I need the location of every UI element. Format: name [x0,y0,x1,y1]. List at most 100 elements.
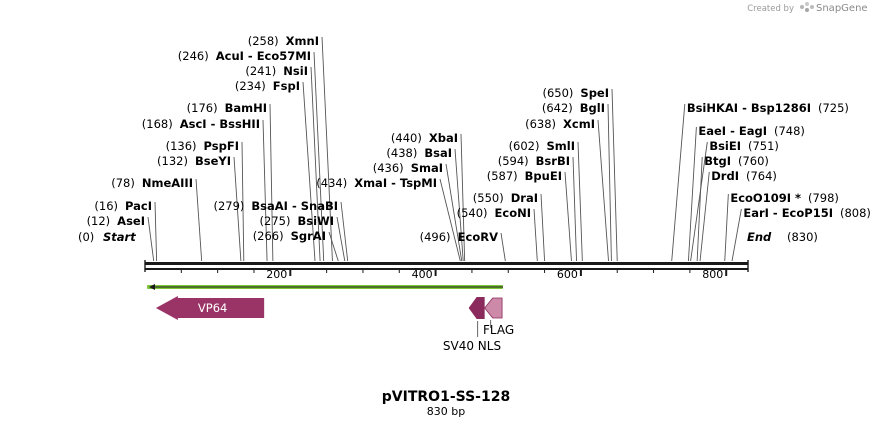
site-ecoo109i[interactable]: EcoO109I * (798) [724,191,839,262]
site-sgrai[interactable]: SgrAI (266) [253,229,339,262]
site-connector [460,133,466,262]
site-xbai[interactable]: XbaI (440) [391,131,466,262]
site-position: (638) [525,117,556,131]
restriction-sites: AseI(12)PacI(16)NmeAIII(78) BseYI (132)Psp… [87,34,871,262]
site-connector [611,88,618,262]
site-position: (587) [487,169,518,183]
site-fspi[interactable]: FspI (234) [235,79,316,262]
site-position: (440) [391,131,422,145]
site-ecorv[interactable]: EcoRV (496) [420,230,506,262]
site-drai[interactable]: DraI (550) [473,191,546,262]
site-position: (241) [245,64,276,78]
site-bgli[interactable]: BglI (642) [542,101,612,262]
site-bpuei[interactable]: BpuEI (587) [487,169,572,262]
site-position: (594) [498,154,529,168]
site-connector [687,126,697,262]
site-spei[interactable]: SpeI (650) [542,86,618,262]
snapgene-logo-icon [800,2,814,12]
site-bsiei[interactable]: BsiEI (751) [690,139,779,262]
site-pspfi[interactable]: PspFI (136) [166,139,245,262]
site-position: (136) [166,139,197,153]
site-position: (234) [235,79,266,93]
site-bsihkai[interactable]: BsiHKAI - Bsp1286I (725) [671,101,849,262]
site-connector [233,156,242,262]
site-name: XmaI - TspMI [354,176,437,190]
ruler-tick-400: 400 [412,268,437,281]
site-connector [572,156,577,262]
site-position: (650) [542,86,573,100]
site-xmni[interactable]: XmnI (258) [248,34,333,262]
site-connector [147,216,155,262]
site-connector [699,171,710,262]
site-connector [262,119,268,262]
orf-arrow[interactable] [147,284,503,290]
site-position: (438) [386,146,417,160]
site-position: (16) [94,199,118,213]
site-eari[interactable]: EarI - EcoP15I (808) [731,206,871,262]
site-position: (258) [248,34,279,48]
site-acui[interactable]: AcuI - Eco57MI (246) [178,49,325,262]
ruler: 200 400 600 800 [180,268,728,281]
site-position: (132) [157,154,188,168]
site-bseyi[interactable]: BseYI (132) [157,154,242,262]
site-eaei[interactable]: EaeI - EagI (748) [687,124,805,262]
site-position: (760) [738,154,769,168]
vp64-label: VP64 [198,301,227,315]
site-position: (78) [111,176,135,190]
site-name: EcoRV [458,230,498,244]
site-position: (275) [260,214,291,228]
site-xmai[interactable]: XmaI - TspMI (434) [316,176,461,262]
map-length: 830 bp [427,405,465,418]
site-bsai[interactable]: BsaI (438) [386,146,464,262]
site-xcmi[interactable]: XcmI (638) [525,117,609,262]
site-connector [731,208,742,262]
flag-feature[interactable]: FLAG [483,297,514,337]
site-nmeaiii[interactable]: NmeAIII (78) [111,176,203,262]
site-connector [445,163,463,262]
site-connector [154,201,158,262]
site-name: BsrBI [536,154,570,168]
site-bsaai[interactable]: BsaAI - SnaBI (279) [213,199,349,262]
site-name: SmlI [547,139,576,153]
site-name: BpuEI [525,169,562,183]
site-asci[interactable]: AscI - BssHII (168) [142,117,268,262]
site-name: BsiWI [297,214,334,228]
site-connector [533,208,538,262]
site-name: EcoO109I * [730,191,801,205]
site-bsiwi[interactable]: BsiWI (275) [260,214,346,262]
site-bsrbi[interactable]: BsrBI (594) [498,154,577,262]
flag-label: FLAG [483,323,514,337]
site-position: (642) [542,101,573,115]
site-econi[interactable]: EcoNI (540) [457,206,538,262]
site-name: BglI [580,101,605,115]
site-asei[interactable]: AseI (12) [87,214,155,262]
site-name: BseYI [195,154,231,168]
vp64-feature[interactable]: VP64 [155,296,265,320]
site-name: SmaI [411,161,443,175]
site-smli[interactable]: SmlI (602) [509,139,583,262]
end-label[interactable]: End (830) [747,230,818,244]
site-position: (279) [213,199,244,213]
site-connector [671,103,686,262]
end-position: (830) [787,230,818,244]
site-name: BamHI [225,101,267,115]
snapgene-credit: Created by SnapGene [747,2,868,14]
site-name: BsiHKAI - Bsp1286I [687,101,811,115]
site-position: (751) [748,139,779,153]
site-smai[interactable]: SmaI (436) [373,161,463,262]
site-drdi[interactable]: DrdI (764) [699,169,777,262]
map-title: pVITRO1-SS-128 [382,389,510,405]
site-paci[interactable]: PacI (16) [94,199,158,262]
ruler-tick-200: 200 [266,268,292,281]
site-bamhi[interactable]: BamHI (176) [187,101,274,262]
site-name: AscI - BssHII [180,117,260,131]
sv40-nls-feature[interactable]: SV40 NLS [443,297,501,353]
features: VP64 SV40 NLS FLAG [147,284,514,353]
site-position: (496) [420,230,451,244]
site-btgi[interactable]: BtgI (760) [696,154,769,262]
ruler-tick-label: 800 [702,268,723,281]
sequence-backbone[interactable] [144,260,749,272]
start-label[interactable]: (0) Start [78,230,136,244]
site-nsii[interactable]: NsiI (241) [245,64,321,262]
flag-arrow [484,297,503,319]
